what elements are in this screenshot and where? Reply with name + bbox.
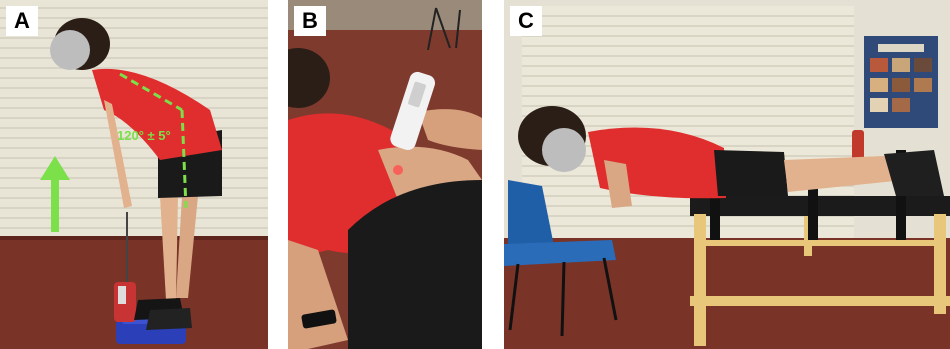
chair (504, 180, 618, 337)
panel-c-photo (504, 0, 950, 349)
face-blur-icon (50, 30, 90, 70)
laser-device-icon (390, 71, 436, 150)
panel-c: C (504, 0, 950, 349)
angle-annotation: 120° ± 5° (117, 128, 171, 143)
panel-a: A (0, 0, 268, 349)
panel-a-photo (0, 0, 268, 349)
panel-b-photo (288, 0, 482, 349)
panel-b: B (288, 0, 482, 349)
panel-letter-b: B (294, 6, 326, 36)
up-arrow-icon (40, 156, 70, 232)
panel-letter-a: A (6, 6, 38, 36)
panel-letter-c: C (510, 6, 542, 36)
face-blur-icon (542, 128, 586, 172)
notice-board (864, 36, 938, 128)
